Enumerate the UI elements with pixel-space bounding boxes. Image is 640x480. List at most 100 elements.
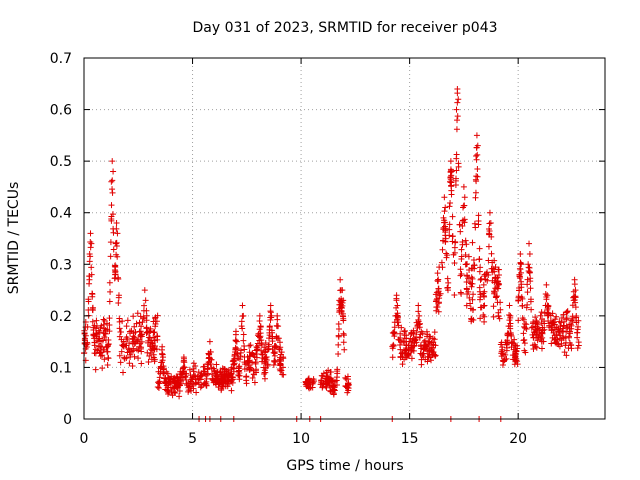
data-point — [516, 287, 523, 294]
data-point — [463, 302, 470, 309]
data-point — [133, 320, 140, 327]
data-point — [159, 343, 166, 350]
data-point — [401, 327, 408, 334]
data-point — [252, 360, 259, 367]
data-point — [532, 326, 539, 333]
data-point — [448, 168, 455, 175]
data-point — [124, 317, 131, 324]
data-point — [526, 264, 533, 271]
data-point — [240, 312, 247, 319]
data-point — [109, 189, 116, 196]
data-point — [517, 250, 524, 257]
data-point — [116, 325, 123, 332]
data-point — [121, 354, 128, 361]
data-point — [538, 345, 545, 352]
data-point — [235, 364, 242, 371]
data-point — [277, 354, 284, 361]
data-point — [160, 370, 167, 377]
data-point — [439, 246, 446, 253]
data-point — [109, 177, 116, 184]
data-point — [335, 321, 342, 328]
data-point — [92, 366, 99, 373]
data-point — [489, 277, 496, 284]
data-point — [341, 332, 348, 339]
data-point — [109, 186, 116, 193]
data-point — [161, 375, 168, 382]
data-point — [87, 244, 94, 251]
data-point — [340, 339, 347, 346]
data-point — [90, 324, 97, 331]
data-point — [435, 278, 442, 285]
data-point — [418, 345, 425, 352]
data-point — [452, 239, 459, 246]
data-point — [88, 240, 95, 247]
data-point — [473, 173, 480, 180]
data-point — [258, 358, 265, 365]
data-point — [504, 331, 511, 338]
data-point — [140, 307, 147, 314]
data-point — [110, 168, 117, 175]
data-point — [488, 250, 495, 257]
data-point — [228, 376, 235, 383]
data-point — [303, 383, 310, 390]
data-point — [406, 338, 413, 345]
data-point — [273, 333, 280, 340]
data-point — [106, 315, 113, 322]
data-point — [152, 320, 159, 327]
data-point — [109, 211, 116, 218]
data-point — [564, 324, 571, 331]
data-point — [115, 294, 122, 301]
data-point — [102, 330, 109, 337]
data-point — [191, 372, 198, 379]
data-point — [526, 269, 533, 276]
data-point — [131, 353, 138, 360]
data-point — [431, 336, 438, 343]
data-point — [451, 259, 458, 266]
data-point — [458, 246, 465, 253]
data-point — [85, 296, 92, 303]
data-point — [516, 271, 523, 278]
data-point — [570, 297, 577, 304]
data-point — [575, 339, 582, 346]
data-point — [344, 373, 351, 380]
data-point — [161, 379, 168, 386]
data-point — [428, 357, 435, 364]
data-point — [511, 361, 518, 368]
data-point — [524, 289, 531, 296]
data-point — [520, 337, 527, 344]
data-point — [88, 271, 95, 278]
data-point — [433, 304, 440, 311]
data-point — [129, 335, 136, 342]
data-point — [519, 315, 526, 322]
data-point — [476, 256, 483, 263]
data-point — [106, 298, 113, 305]
data-point — [278, 349, 285, 356]
data-point — [319, 383, 326, 390]
data-point — [527, 275, 534, 282]
data-point — [443, 250, 450, 257]
data-point — [538, 309, 545, 316]
data-point — [465, 288, 472, 295]
data-point — [276, 339, 283, 346]
data-point — [125, 346, 132, 353]
data-point — [435, 300, 442, 307]
data-point — [160, 365, 167, 372]
data-point — [107, 288, 114, 295]
data-point — [537, 312, 544, 319]
data-point — [442, 204, 449, 211]
data-point — [434, 270, 441, 277]
data-point — [163, 368, 170, 375]
data-point — [488, 265, 495, 272]
data-point — [534, 337, 541, 344]
data-point — [452, 177, 459, 184]
data-point — [459, 222, 466, 229]
data-point — [405, 346, 412, 353]
data-point — [98, 343, 105, 350]
data-point — [461, 194, 468, 201]
data-point — [86, 276, 93, 283]
data-point — [246, 342, 253, 349]
data-point — [399, 350, 406, 357]
data-point — [546, 324, 553, 331]
data-point — [111, 263, 118, 270]
data-point — [198, 370, 205, 377]
